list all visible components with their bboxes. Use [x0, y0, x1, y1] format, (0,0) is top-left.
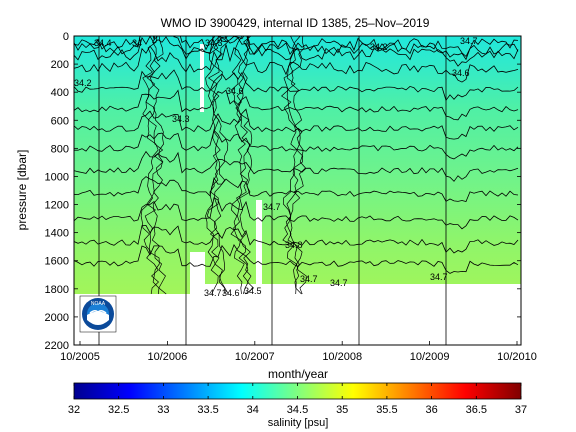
- colorbar-tick-label: 32: [68, 404, 80, 416]
- y-axis-label: pressure [dbar]: [15, 150, 29, 231]
- x-tick-label: 10/2009: [410, 351, 450, 363]
- x-tick-label: 10/2005: [60, 351, 100, 363]
- contour-label: 34.3: [172, 114, 190, 124]
- contour-label: 34.7: [263, 202, 281, 212]
- contour-line: [238, 36, 255, 295]
- y-tick-label: 0: [63, 31, 69, 43]
- contour-label: 34.7: [330, 278, 348, 288]
- contour-label: 34.7: [460, 36, 478, 46]
- y-tick-label: 1600: [45, 256, 69, 268]
- colorbar-tick-label: 34.5: [287, 404, 308, 416]
- contour-line: [144, 36, 164, 295]
- contour-label: 34.6: [222, 288, 240, 298]
- y-tick-label: 600: [51, 115, 69, 127]
- colorbar-tick-label: 36.5: [466, 404, 487, 416]
- contour-label: 34.3: [205, 38, 223, 48]
- data-gap: [200, 44, 204, 112]
- x-tick-label: 10/2008: [322, 351, 362, 363]
- data-gap: [256, 200, 262, 294]
- colorbar-tick-label: 33.5: [197, 404, 218, 416]
- colorbar: 32 32.5 33 33.5 34 34.5 35 35.5 36 36.5 37 salinit…: [68, 382, 527, 429]
- y-axis: 0 200 400 600 800 1000 1200 1400 1600 1800 2000 220…: [45, 31, 521, 352]
- y-tick-label: 2200: [45, 340, 69, 352]
- colorbar-tick-label: 34: [247, 404, 259, 416]
- contour-line: [230, 36, 246, 295]
- chart-title: WMO ID 3900429, internal ID 1385, 25–Nov…: [161, 16, 430, 30]
- contour-line: [74, 44, 519, 83]
- y-tick-label: 1000: [45, 171, 69, 183]
- y-tick-label: 2000: [45, 312, 69, 324]
- y-tick-label: 200: [51, 59, 69, 71]
- contour-line: [150, 36, 167, 295]
- x-tick-label: 10/2010: [497, 351, 537, 363]
- colorbar-tick-label: 36: [425, 404, 437, 416]
- x-axis-label: month/year: [268, 367, 328, 381]
- contour-line: [74, 224, 519, 254]
- colorbar-tick-label: 35.5: [376, 404, 397, 416]
- contour-label: 34.2: [370, 42, 388, 52]
- y-tick-label: 1200: [45, 200, 69, 212]
- contour-label: 34.6: [226, 86, 244, 96]
- x-axis: 10/2005 10/2006 10/2007 10/2008 10/2009 10/20…: [60, 341, 537, 363]
- contour-label: 34.7: [430, 272, 448, 282]
- noaa-logo: NOAA: [79, 295, 117, 333]
- colorbar-tick-label: 35: [336, 404, 348, 416]
- colorbar-label: salinity [psu]: [268, 417, 329, 429]
- contour-line: [74, 69, 519, 102]
- y-tick-label: 1800: [45, 284, 69, 296]
- y-tick-label: 400: [51, 87, 69, 99]
- contour-label: 34.2: [74, 78, 92, 88]
- plot-frame: [73, 35, 522, 346]
- y-tick-label: 800: [51, 143, 69, 155]
- colorbar-tick-label: 32.5: [108, 404, 129, 416]
- contour-label: 34.7: [204, 288, 222, 298]
- contour-line: [74, 150, 519, 182]
- data-gaps: [74, 44, 521, 345]
- colorbar-ticks: 32 32.5 33 33.5 34 34.5 35 35.5 36 36.5 37: [68, 383, 527, 416]
- contour-line: [233, 36, 252, 295]
- x-tick-label: 10/2007: [235, 351, 275, 363]
- y-tick-label: 1400: [45, 228, 69, 240]
- colorbar-tick-label: 33: [157, 404, 169, 416]
- contour-line: [210, 36, 229, 295]
- contour-line: [285, 36, 304, 295]
- contour-label: 34.7: [300, 274, 318, 284]
- contour-label: 34.5: [244, 286, 262, 296]
- contour-line: [205, 36, 221, 295]
- noaa-logo-text: NOAA: [91, 301, 106, 307]
- contour-line: [140, 36, 160, 295]
- contour-line: [74, 108, 519, 140]
- contour-label: 34: [132, 38, 142, 48]
- contour-line: [281, 36, 298, 295]
- x-tick-label: 10/2006: [148, 351, 188, 363]
- contour-label: 34.4: [94, 38, 112, 48]
- contour-line: [289, 36, 307, 295]
- contour-label: 34.8: [285, 240, 303, 250]
- contour-line: [206, 36, 225, 295]
- salinity-contours: [74, 36, 519, 295]
- data-gap: [190, 252, 205, 294]
- data-gap: [74, 294, 521, 345]
- colorbar-tick-label: 37: [515, 404, 527, 416]
- contour-label: 34.6: [452, 68, 470, 78]
- year-markers: [98, 36, 447, 345]
